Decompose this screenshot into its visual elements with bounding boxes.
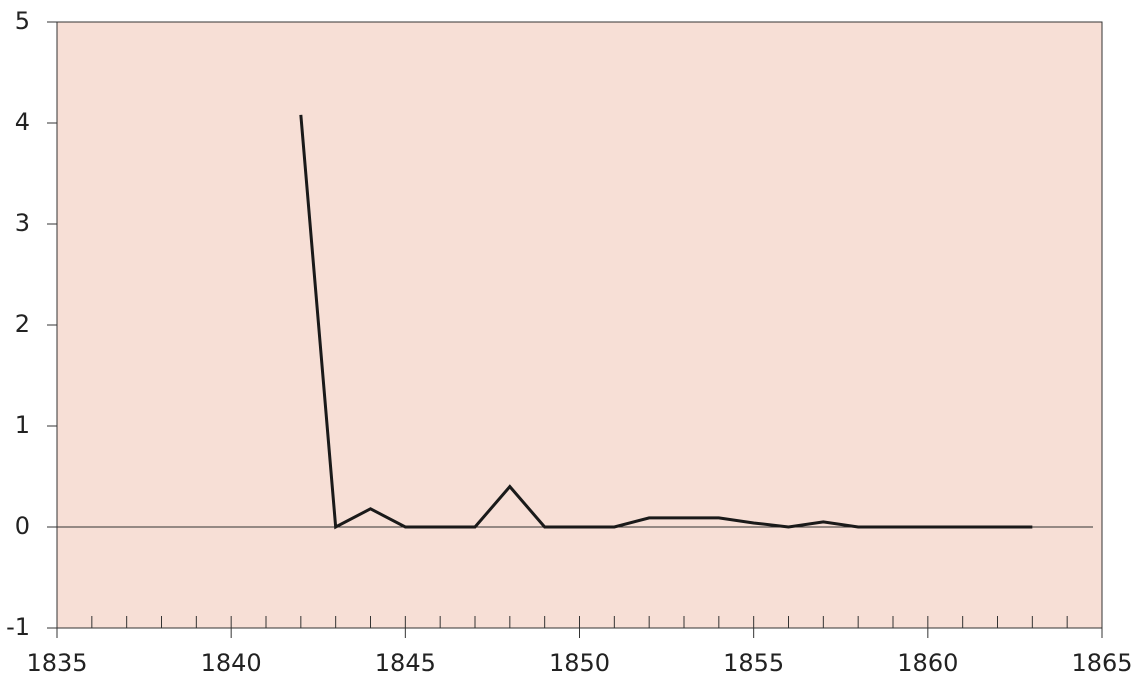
y-tick-label: 4: [15, 108, 30, 136]
x-tick-label: 1860: [897, 649, 958, 677]
x-tick-label: 1855: [723, 649, 784, 677]
x-tick-label: 1865: [1071, 649, 1132, 677]
plot-area: [56, 21, 1103, 629]
y-tick-label: -1: [6, 613, 30, 641]
x-tick-label: 1835: [26, 649, 87, 677]
data-line: [299, 114, 1033, 530]
y-tick-label: 2: [15, 310, 30, 338]
x-tick-label: 1845: [375, 649, 436, 677]
x-tick-label: 1850: [549, 649, 610, 677]
y-tick-label: 3: [15, 209, 30, 237]
y-tick-label: 0: [15, 512, 30, 540]
y-tick-label: 5: [15, 7, 30, 35]
y-tick-label: 1: [15, 411, 30, 439]
x-tick-label: 1840: [201, 649, 262, 677]
